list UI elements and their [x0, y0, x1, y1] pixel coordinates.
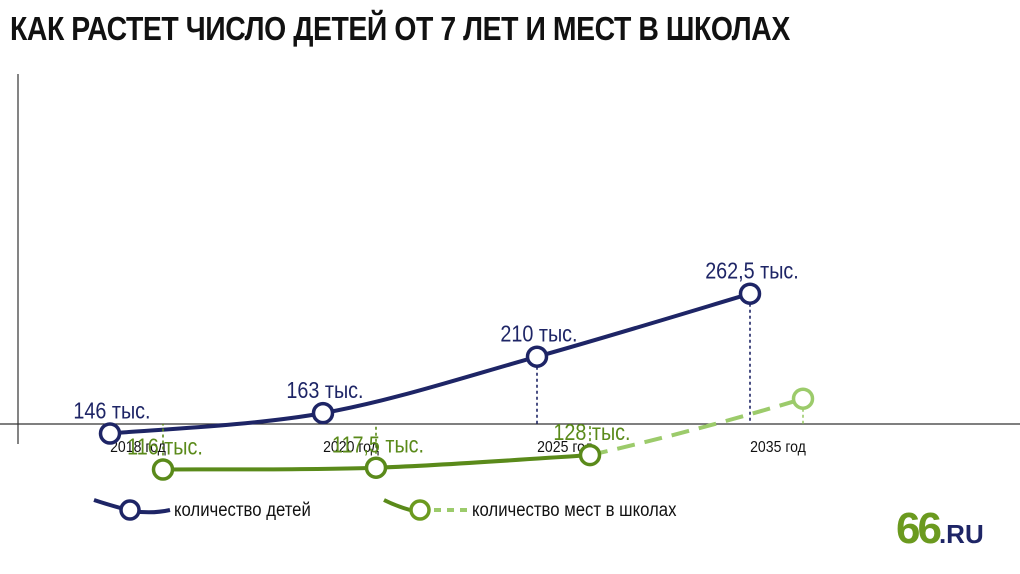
- series-line: [108, 291, 752, 436]
- data-label: 163 тыс.: [286, 378, 363, 404]
- logo-domain: .RU: [938, 519, 984, 549]
- data-point: [791, 387, 815, 410]
- data-label: 128 тыс.: [553, 420, 630, 446]
- data-label: 116 тыс.: [127, 434, 203, 460]
- brand-logo: 66.RU: [896, 504, 984, 554]
- data-point: [525, 345, 549, 368]
- data-point: [98, 422, 122, 445]
- legend-children-marker-icon: [93, 498, 171, 521]
- data-point: [738, 282, 762, 305]
- data-label: 262,5 тыс.: [705, 258, 799, 284]
- legend-places-marker-icon: [383, 498, 470, 521]
- x-tick-label: 2020 год: [323, 438, 379, 456]
- legend-children-label: количество детей: [174, 500, 311, 521]
- legend-places-label: количество мест в школах: [472, 500, 677, 521]
- data-label: 146 тыс.: [73, 398, 150, 424]
- legend-children: количество детей: [92, 490, 332, 530]
- x-tick-label: 2035 год: [750, 438, 806, 456]
- x-tick-label: 2018 год: [110, 438, 166, 456]
- x-tick-label: 2025 год: [537, 438, 593, 456]
- data-point: [364, 456, 388, 479]
- data-point: [151, 458, 175, 481]
- chart-title: КАК РАСТЕТ ЧИСЛО ДЕТЕЙ ОТ 7 ЛЕТ И МЕСТ В…: [10, 10, 790, 47]
- data-point: [311, 401, 335, 425]
- legend-places: количество мест в школах: [382, 490, 712, 530]
- data-label: 210 тыс.: [500, 321, 577, 347]
- logo-number: 66: [896, 504, 942, 553]
- data-label: 117,5 тыс.: [332, 432, 424, 458]
- data-point: [578, 443, 602, 467]
